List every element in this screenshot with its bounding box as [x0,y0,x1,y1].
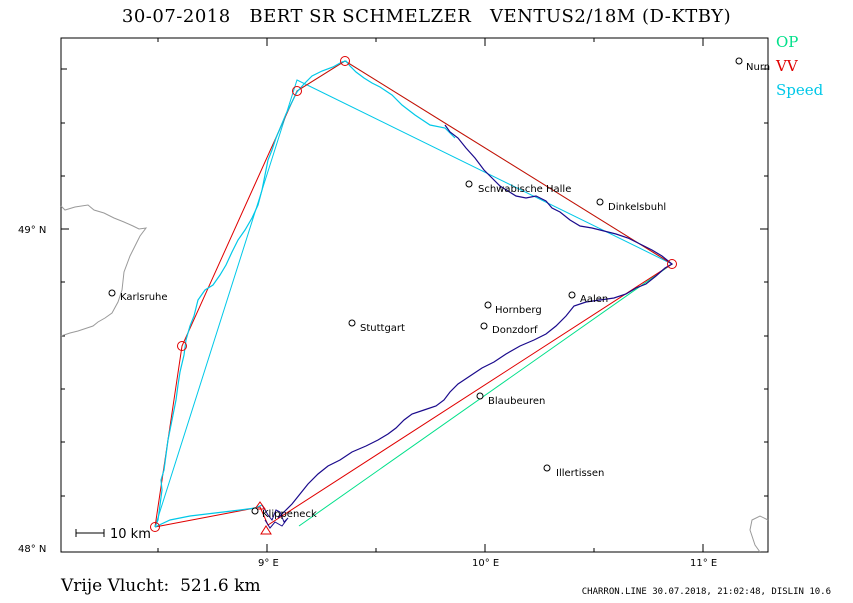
op-route [296,60,673,527]
city-label-klippeneck: Klippeneck [262,509,317,520]
city-marker-aalen [568,291,576,299]
page-title: 30-07-2018 BERT SR SCHMELZER VENTUS2/18M… [121,6,732,27]
turnpoints [150,56,677,535]
lat-label-49: 49° N [18,225,46,236]
city-marker-donzdorf [480,322,488,330]
city-label-aalen: Aalen [580,294,608,305]
city-marker-nurn [735,57,743,65]
vv-route [154,60,673,528]
axis-ticks [61,38,768,552]
lon-label-11: 11° E [690,558,717,569]
turnpoint-4 [667,259,677,269]
flight-track-cyan [154,60,456,528]
city-markers [108,57,743,515]
turnpoint-3 [340,56,350,66]
city-label-schwabische-halle: Schwabische Halle [478,184,571,195]
city-label-karlsruhe: Karlsruhe [120,292,168,303]
turnpoint-start [150,522,160,532]
city-label-illertissen: Illertissen [556,468,604,479]
city-marker-illertissen [543,464,551,472]
lat-label-48: 48° N [18,544,46,555]
turnpoint-1 [177,341,187,351]
city-marker-stuttgart [348,319,356,327]
country-border-east [749,515,769,553]
map-frame [60,37,769,553]
turnpoint-2 [292,86,302,96]
turnpoint-diamond [254,501,266,510]
city-label-hornberg: Hornberg [495,305,542,316]
city-marker-karlsruhe [108,289,116,297]
distance-readout: Vrije Vlucht: 521.6 km [61,576,261,596]
city-marker-klippeneck [251,507,259,515]
lon-label-10: 10° E [472,558,499,569]
city-marker-schwabische-halle [465,180,473,188]
country-border [60,204,148,337]
city-label-blaubeuren: Blaubeuren [488,396,545,407]
flight-track-blue [277,124,674,519]
legend-vv: VV [776,57,798,75]
lon-label-9: 9° E [258,558,279,569]
city-label-stuttgart: Stuttgart [360,323,405,334]
scale-bar [75,529,105,537]
city-marker-dinkelsbuhl [596,198,604,206]
city-marker-hornberg [484,301,492,309]
legend-op: OP [776,33,799,51]
credit-line: CHARRON.LINE 30.07.2018, 21:02:48, DISLI… [581,587,831,597]
city-label-donzdorf: Donzdorf [492,325,538,336]
scale-label: 10 km [110,527,151,542]
city-marker-blaubeuren [476,392,484,400]
legend-speed: Speed [776,81,824,99]
city-label-nurn: Nurn [746,62,770,73]
flight-track-blue-end [261,504,289,529]
city-label-dinkelsbuhl: Dinkelsbuhl [608,202,666,213]
finish-triangle [260,525,272,535]
